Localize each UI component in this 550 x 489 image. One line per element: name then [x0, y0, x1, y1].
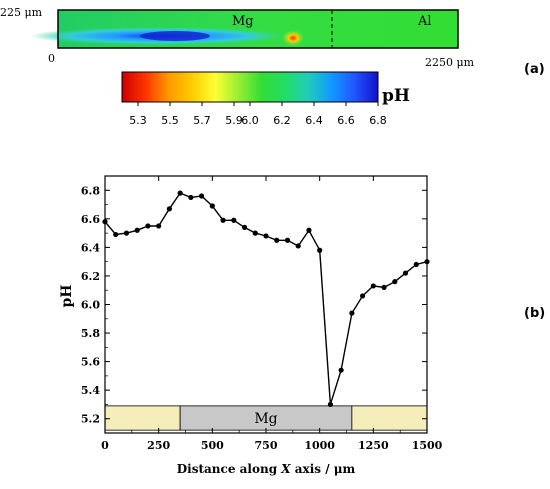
region-band — [351, 405, 428, 431]
x-axis-label-prefix: Distance along — [177, 462, 282, 476]
data-point — [349, 310, 355, 316]
data-point — [145, 223, 151, 229]
data-point — [284, 237, 291, 243]
y-tick-label: 5.2 — [81, 413, 100, 426]
region-band — [179, 405, 353, 431]
colorbar-tick-label: 6.2 — [273, 114, 291, 127]
colorbar-tick-label: 5.7 — [193, 114, 211, 127]
colorbar-tick-label: 5.3 — [129, 114, 147, 127]
data-point — [188, 194, 194, 201]
data-point — [338, 367, 344, 373]
data-point — [209, 203, 215, 209]
map-region-right-label: Al — [417, 14, 432, 29]
y-tick-label: 6.8 — [81, 184, 100, 197]
x-tick-label: 1500 — [412, 439, 443, 452]
data-point — [381, 284, 387, 290]
region-band-label: Mg — [254, 411, 277, 427]
x-tick-label: 1000 — [304, 439, 335, 452]
data-point — [413, 261, 419, 268]
colorbar-tick-label: 6.8 — [369, 114, 387, 127]
x-tick-label: 1250 — [358, 439, 389, 452]
colorbar-tick-label: 5.9 — [225, 114, 243, 127]
colorbar-tick-label: 5.5 — [161, 114, 179, 127]
region-bands: Mg — [104, 405, 428, 431]
region-band — [104, 405, 181, 431]
data-point — [370, 283, 376, 289]
data-point — [392, 279, 398, 285]
x-tick-label: 250 — [147, 439, 170, 452]
data-point — [274, 237, 280, 243]
y-axis-label: pH — [59, 284, 75, 307]
data-point — [241, 224, 248, 230]
data-point — [360, 293, 366, 299]
data-point — [252, 230, 258, 236]
data-point — [199, 193, 205, 199]
data-point — [231, 217, 237, 223]
x-tick-label: 750 — [255, 439, 278, 452]
panel-a-label: (a) — [524, 62, 545, 77]
data-point — [317, 247, 323, 253]
colorbar-tick-label: 6.4 — [305, 114, 323, 127]
x-axis-label: Distance along X axis / μm — [177, 462, 356, 476]
x-axis-label-variable: X — [280, 462, 291, 476]
colorbar-title: pH — [382, 86, 410, 106]
data-point — [177, 190, 183, 196]
plot-frame — [104, 175, 428, 434]
series-line — [104, 192, 428, 405]
data-point — [327, 401, 333, 408]
colorbar-tick-label: 6.6 — [337, 114, 355, 127]
data-point — [113, 231, 119, 238]
map-y-top-label: 225 μm — [0, 6, 43, 19]
x-tick-label: 0 — [101, 439, 109, 452]
y-tick-label: 6.2 — [81, 270, 100, 283]
data-point — [166, 206, 172, 212]
y-tick-label: 6.6 — [81, 213, 100, 226]
map-low-ph-spot — [282, 30, 304, 46]
map-x-start-label: 0 — [48, 52, 55, 65]
map-x-end-label: 2250 μm — [425, 56, 475, 69]
data-point — [295, 243, 301, 249]
panel-b-label: (b) — [524, 306, 545, 321]
x-tick-label: 500 — [201, 439, 224, 452]
map-frame — [57, 9, 459, 49]
colorbar-gradient — [121, 71, 379, 103]
map-region-left-label: Mg — [232, 14, 254, 29]
data-point — [306, 227, 312, 233]
data-point — [134, 227, 140, 233]
data-point — [123, 230, 130, 236]
y-tick-label: 5.4 — [81, 384, 100, 397]
ph-map: Mg Al 225 μm 0 2250 μm — [0, 6, 475, 69]
y-tick-label: 6.4 — [81, 241, 100, 254]
x-axis-label-suffix: axis / μm — [291, 462, 356, 476]
ph-colorbar: pH 5.3 5.5 5.7 5.96.0 6.2 6.4 6.6 6.8 — [121, 71, 410, 127]
y-tick-label: 6.0 — [81, 299, 100, 312]
y-tick-label: 5.8 — [81, 327, 100, 340]
colorbar-tick-label: 6.0 — [241, 114, 259, 127]
series-points — [102, 190, 430, 408]
x-axis-ticks: 0 250 500 750 1000 1250 1500 — [101, 176, 443, 452]
y-axis-ticks: 5.2 5.4 5.6 5.8 6.0 6.2 6.4 6.6 6.8 — [81, 175, 427, 434]
map-deep-blue-region — [140, 31, 210, 41]
y-tick-label: 5.6 — [81, 356, 100, 369]
data-point — [263, 233, 269, 239]
ph-line-chart: Mg 5.2 5.4 5.6 5.8 6.0 6.2 6.4 6.6 6.8 0 250 500 75… — [81, 175, 443, 452]
data-point — [402, 270, 409, 276]
colorbar-ticks: 5.3 5.5 5.7 5.96.0 6.2 6.4 6.6 6.8 — [129, 102, 387, 127]
data-point — [220, 217, 226, 223]
data-point — [156, 223, 162, 229]
